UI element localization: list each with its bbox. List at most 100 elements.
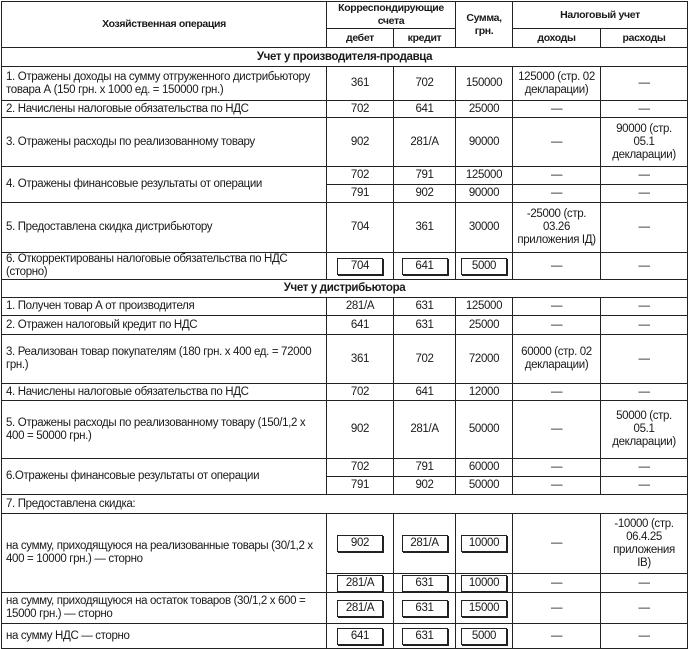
credit-cell: 281/А bbox=[392, 117, 457, 167]
credit-cell-box: 631 bbox=[401, 574, 448, 592]
table-row: 4. Начислены налоговые обязательства по … bbox=[1, 383, 688, 401]
debit-cell: 704 bbox=[326, 252, 394, 280]
credit-cell: 791 bbox=[392, 166, 457, 185]
debit-cell-box: 704 bbox=[337, 257, 383, 275]
debit-cell: 702 bbox=[326, 383, 394, 401]
debit-cell: 791 bbox=[326, 476, 394, 495]
table-row: 2. Отражен налоговый кредит по НДС 641 631… bbox=[1, 315, 688, 335]
sum-cell-box: 10000 bbox=[461, 574, 508, 592]
sum-cell: 5000 bbox=[455, 252, 514, 280]
income-cell: — bbox=[512, 458, 602, 477]
operation-cell: 3. Реализован товар покупателям (180 грн… bbox=[1, 334, 327, 384]
sum-cell: 125000 bbox=[455, 297, 514, 316]
debit-cell-box: 641 bbox=[337, 627, 383, 645]
income-cell: — bbox=[512, 513, 602, 574]
expense-cell: — bbox=[600, 202, 688, 253]
section-row: Учет у производителя-продавца bbox=[0, 47, 688, 67]
sum-cell-box: 10000 bbox=[461, 535, 508, 552]
table-row: 5. Предоставлена скидка дистрибьютору 704… bbox=[1, 202, 688, 253]
operation-cell: 2. Начислены налоговые обязательства по … bbox=[1, 100, 327, 118]
sum-cell: 50000 bbox=[455, 476, 514, 495]
income-cell: — bbox=[512, 100, 602, 118]
income-cell: — bbox=[512, 573, 602, 593]
sum-cell: 50000 bbox=[455, 400, 514, 459]
expense-cell: — bbox=[600, 184, 688, 203]
sum-cell: 15000 bbox=[455, 592, 514, 624]
credit-cell: 641 bbox=[392, 252, 457, 280]
section-title: Учет у дистрибьютора bbox=[0, 279, 688, 298]
expense-cell: — bbox=[600, 623, 688, 649]
debit-cell: 902 bbox=[326, 400, 394, 459]
operation-cell: 1. Отражены доходы на сумму отгруженного… bbox=[1, 66, 327, 101]
debit-cell: 281/А bbox=[326, 297, 394, 316]
table-row: 6. Откорректированы налоговые обязательс… bbox=[1, 252, 688, 280]
table-row: 4. Отражены финансовые результаты от опе… bbox=[1, 166, 688, 203]
debit-cell: 641 bbox=[326, 623, 394, 649]
sum-cell: 30000 bbox=[455, 202, 514, 253]
expense-cell: — bbox=[600, 383, 688, 401]
income-cell: -25000 (стр. 03.26 приложения ІД) bbox=[512, 202, 602, 253]
income-cell: — bbox=[512, 117, 602, 167]
sum-cell: 12000 bbox=[455, 383, 514, 401]
credit-cell-box: 631 bbox=[401, 599, 448, 617]
table-row: 3. Реализован товар покупателям (180 грн… bbox=[1, 334, 688, 384]
expense-cell: — bbox=[600, 592, 688, 624]
expense-cell: 90000 (стр. 05.1 декларации) bbox=[600, 117, 688, 167]
credit-cell-box: 281/А bbox=[401, 535, 448, 552]
debit-cell: 902 bbox=[326, 513, 394, 574]
sum-cell: 90000 bbox=[455, 117, 514, 167]
expense-cell: — bbox=[600, 573, 688, 593]
header-credit: кредит bbox=[392, 28, 457, 48]
income-cell: — bbox=[512, 315, 602, 335]
operation-cell: 5. Предоставлена скидка дистрибьютору bbox=[1, 202, 327, 253]
operation-cell: на сумму, приходящуюся на остаток товаро… bbox=[1, 592, 327, 624]
income-cell: 60000 (стр. 02 декларации) bbox=[512, 334, 602, 384]
credit-cell: 281/А bbox=[392, 400, 457, 459]
sum-cell: 72000 bbox=[455, 334, 514, 384]
credit-cell: 631 bbox=[392, 623, 457, 649]
sum-cell: 10000 bbox=[455, 573, 514, 593]
expense-cell: — bbox=[600, 297, 688, 316]
debit-cell-box: 281/А bbox=[337, 574, 383, 592]
sum-cell: 150000 bbox=[455, 66, 514, 101]
operation-cell: 7. Предоставлена скидка: bbox=[0, 494, 688, 514]
income-cell: — bbox=[512, 383, 602, 401]
header-sum: Сумма, грн. bbox=[455, 1, 514, 48]
operation-cell: 5. Отражены расходы по реализованному то… bbox=[1, 400, 327, 459]
table-row: на сумму, приходящуюся на реализованные … bbox=[1, 513, 688, 593]
debit-cell: 281/А bbox=[326, 592, 394, 624]
table-row: 6.Отражены финансовые результаты от опер… bbox=[1, 458, 688, 495]
debit-cell: 281/А bbox=[326, 573, 394, 593]
operation-cell: 1. Получен товар А от производителя bbox=[1, 297, 327, 316]
income-cell: — bbox=[512, 592, 602, 624]
sum-cell: 25000 bbox=[455, 100, 514, 118]
credit-cell: 281/А bbox=[392, 513, 457, 574]
expense-cell: — bbox=[600, 476, 688, 495]
credit-cell: 702 bbox=[392, 66, 457, 101]
income-cell: — bbox=[512, 297, 602, 316]
header-operation: Хозяйственная операция bbox=[1, 1, 327, 48]
sum-cell: 5000 bbox=[455, 623, 514, 649]
operation-cell: на сумму НДС — сторно bbox=[1, 623, 327, 649]
credit-cell: 631 bbox=[392, 315, 457, 335]
expense-cell: — bbox=[600, 166, 688, 185]
expense-cell: — bbox=[600, 100, 688, 118]
section-title: Учет у производителя-продавца bbox=[0, 47, 688, 67]
header-expense: расходы bbox=[600, 28, 688, 48]
credit-cell-box: 641 bbox=[401, 257, 448, 275]
expense-cell: — bbox=[600, 458, 688, 477]
debit-cell: 791 bbox=[326, 184, 394, 203]
sum-cell: 60000 bbox=[455, 458, 514, 477]
table-row: 3. Отражены расходы по реализованному то… bbox=[1, 117, 688, 167]
header-accounts: Корреспондирующие счета bbox=[325, 1, 457, 29]
header-debit: дебет bbox=[326, 28, 394, 48]
income-cell: — bbox=[512, 623, 602, 649]
table-row: на сумму НДС — сторно 641 631 5000— — bbox=[1, 623, 688, 649]
sum-cell: 90000 bbox=[455, 184, 514, 203]
expense-cell: — bbox=[600, 315, 688, 335]
credit-cell: 641 bbox=[392, 383, 457, 401]
debit-cell: 361 bbox=[326, 66, 394, 101]
credit-cell-box: 631 bbox=[401, 627, 448, 645]
table-row: 1. Получен товар А от производителя 281/А… bbox=[1, 297, 688, 316]
operation-cell: 4. Начислены налоговые обязательства по … bbox=[1, 383, 327, 401]
